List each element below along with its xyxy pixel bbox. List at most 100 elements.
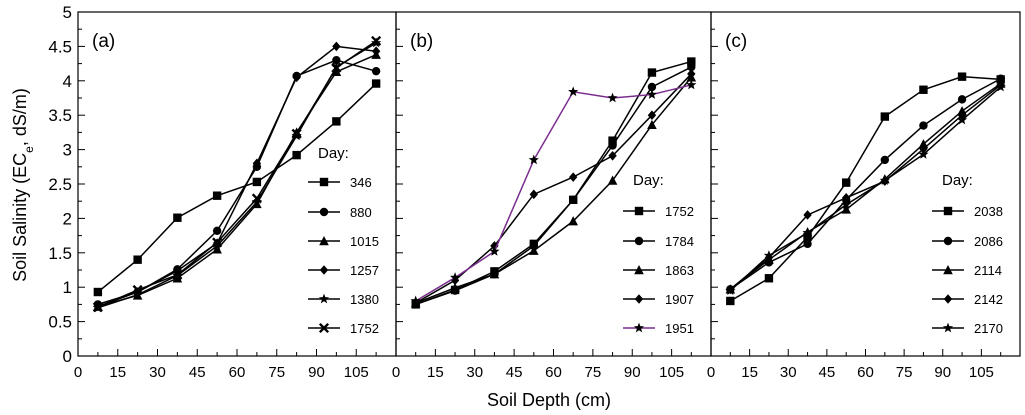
legend-marker (942, 322, 954, 333)
data-point (880, 112, 890, 121)
x-tick-label: 75 (896, 364, 913, 381)
panel-1: 0 15 30 45 60 75 90 105 0 0.5 1 1.5 2 2.5 3 3.5 4 4.5 5 (a)… (48, 3, 397, 381)
data-point (490, 241, 499, 251)
legend-marker (318, 322, 330, 334)
legend-marker (634, 236, 644, 246)
data-point (686, 79, 697, 90)
y-tick-label: 2 (63, 209, 72, 228)
legend-label: 2142 (974, 292, 1003, 307)
data-point (647, 82, 657, 92)
data-point (450, 275, 460, 286)
data-point (841, 204, 851, 214)
series-1015 (93, 49, 381, 311)
data-point (957, 72, 967, 81)
data-point (93, 287, 103, 297)
data-point (568, 86, 579, 97)
data-point (803, 239, 812, 249)
data-point (568, 216, 578, 226)
legend-marker (318, 293, 330, 304)
data-point (332, 55, 341, 65)
legend-marker (943, 236, 953, 246)
legend-label: 880 (350, 205, 372, 220)
data-point (172, 273, 183, 283)
data-point (212, 244, 222, 254)
x-tick-label: 105 (969, 364, 994, 381)
series-line (415, 66, 692, 306)
data-point (251, 196, 263, 207)
x-tick-label: 105 (344, 364, 369, 381)
data-point (918, 149, 929, 159)
data-point (764, 274, 774, 283)
y-tick-label: 3 (63, 141, 72, 160)
x-tick-label: 15 (427, 364, 444, 381)
data-point-stroke-2 (371, 35, 382, 46)
y-axis-label-suffix: , dS/m) (10, 88, 30, 146)
x-tick-label: 75 (585, 364, 602, 381)
x-tick-label: 0 (392, 364, 400, 381)
data-point (568, 195, 578, 205)
legend: Day:2038 2086 2114 2142 2170 (932, 172, 1003, 336)
legend-label: 1951 (665, 321, 694, 336)
data-point (608, 136, 617, 145)
data-point-stroke-2 (212, 237, 223, 248)
data-point (687, 62, 696, 72)
series-line (97, 40, 377, 308)
data-point (995, 81, 1006, 92)
legend-marker (634, 206, 644, 216)
data-point-stroke-2 (331, 62, 342, 73)
data-point (450, 282, 460, 293)
data-point (410, 295, 421, 306)
data-point (529, 245, 539, 255)
series-346 (93, 79, 381, 297)
data-point (647, 119, 657, 130)
legend-marker-stroke-2 (318, 322, 330, 334)
x-tick-label: 75 (268, 364, 285, 381)
x-tick-label: 0 (707, 364, 715, 381)
y-axis-label: Soil Salinity (ECe, dS/m) (10, 88, 36, 282)
x-tick-label: 90 (934, 364, 951, 381)
data-point (252, 177, 262, 187)
legend: Day:346 880 1015 1257 1380 1752 (308, 145, 379, 336)
legend-marker (634, 294, 644, 304)
data-point (803, 232, 812, 242)
legend-marker (319, 177, 329, 187)
data-point (725, 285, 736, 296)
data-point (608, 141, 617, 150)
series-line (97, 42, 377, 309)
series-2170 (725, 81, 1006, 296)
data-point (371, 79, 381, 88)
series-1257 (93, 41, 381, 312)
x-tick-label: 60 (545, 364, 562, 381)
series-line (729, 75, 1001, 302)
panel-label: (c) (725, 31, 747, 52)
series-line (729, 82, 1002, 290)
data-point (371, 35, 382, 46)
legend: Day:1752 1784 1863 1907 1951 (623, 172, 694, 336)
data-point (133, 255, 142, 264)
series-1951 (410, 79, 697, 306)
legend-label: 1784 (665, 234, 694, 249)
data-point (647, 68, 657, 77)
data-point (292, 150, 301, 160)
legend-marker (319, 207, 329, 217)
legend-label: 1907 (665, 292, 694, 307)
series-1752 (92, 35, 382, 313)
data-point (251, 193, 262, 204)
data-point (957, 95, 967, 104)
legend-label: 2114 (974, 263, 1002, 278)
data-point (211, 240, 223, 251)
panel-label: (a) (92, 31, 115, 52)
legend-marker (319, 265, 329, 275)
data-point (841, 192, 851, 203)
data-point (292, 72, 301, 83)
x-tick-label: 0 (74, 364, 82, 381)
data-point (92, 302, 103, 313)
series-2038 (726, 72, 1005, 306)
data-point (172, 269, 183, 280)
data-point (173, 213, 182, 222)
x-tick-label: 45 (506, 364, 523, 381)
data-point (607, 92, 618, 103)
data-point (687, 57, 696, 66)
legend-marker (634, 265, 644, 275)
data-point (919, 121, 928, 130)
